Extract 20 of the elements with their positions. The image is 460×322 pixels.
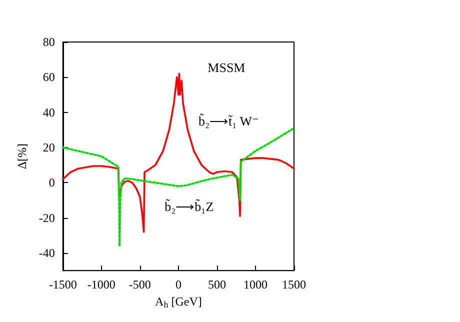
annotation: MSSM [208, 60, 246, 76]
x-tick-label: -1500 [48, 278, 77, 292]
y-tick-label: -40 [38, 246, 55, 260]
annotation: b̃₂⟶b̃₁Z [164, 199, 214, 214]
y-axis-title: Δ[%] [15, 143, 29, 170]
x-tick-label: 1500 [282, 278, 306, 292]
x-tick-label: 1000 [243, 278, 268, 292]
y-tick-label: -20 [38, 210, 55, 225]
y-tick-label: 0 [48, 176, 55, 190]
annotation: b̃₂⟶t̃₁ W⁻ [198, 113, 259, 128]
line-series [62, 127, 295, 247]
x-tick-label: 0 [175, 278, 182, 292]
x-tick-label: -1000 [87, 278, 116, 292]
x-tick-label: 500 [208, 278, 226, 292]
y-tick-label: 40 [42, 105, 55, 120]
line-series [62, 72, 295, 233]
y-tick-label: 80 [42, 35, 55, 49]
x-tick-label: -500 [128, 278, 151, 292]
y-tick-label: 20 [42, 140, 55, 155]
y-tick-label: 60 [42, 70, 55, 84]
